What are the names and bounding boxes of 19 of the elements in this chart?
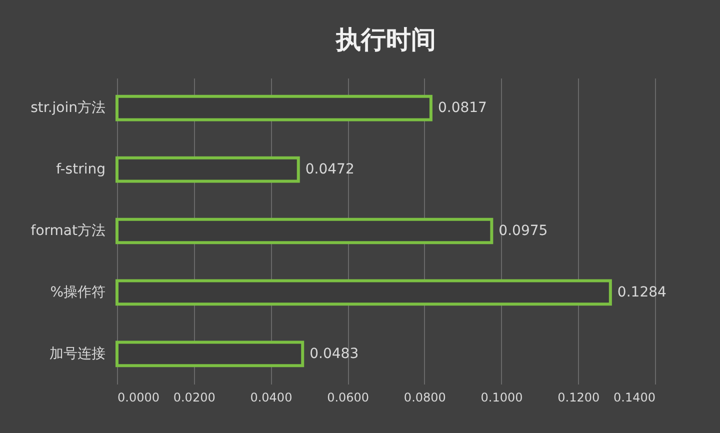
y-tick-label: %操作符 [50,284,106,300]
data-label: 0.0472 [305,162,354,178]
x-tick-label: 0.0400 [250,390,292,404]
x-tick-label: 0.0600 [327,390,370,404]
x-tick-label: 0.0800 [404,390,446,404]
x-tick-label: 0.0200 [173,390,216,404]
y-tick-label: f-string [56,162,106,178]
x-tick-label: 0.1200 [558,390,600,404]
x-tick-label: 0.0000 [118,390,160,404]
y-tick-label: format方法 [30,223,106,239]
y-tick-label: 加号连接 [50,346,106,362]
x-tick-label: 0.1400 [614,390,656,404]
data-label: 0.0975 [498,223,548,239]
data-label: 0.0483 [310,346,359,362]
chart-title: 执行时间 [335,25,436,54]
y-tick-label: str.join方法 [30,100,106,116]
x-tick-label: 0.1000 [480,390,523,404]
data-label: 0.1284 [617,284,666,300]
data-label: 0.0817 [438,100,487,116]
